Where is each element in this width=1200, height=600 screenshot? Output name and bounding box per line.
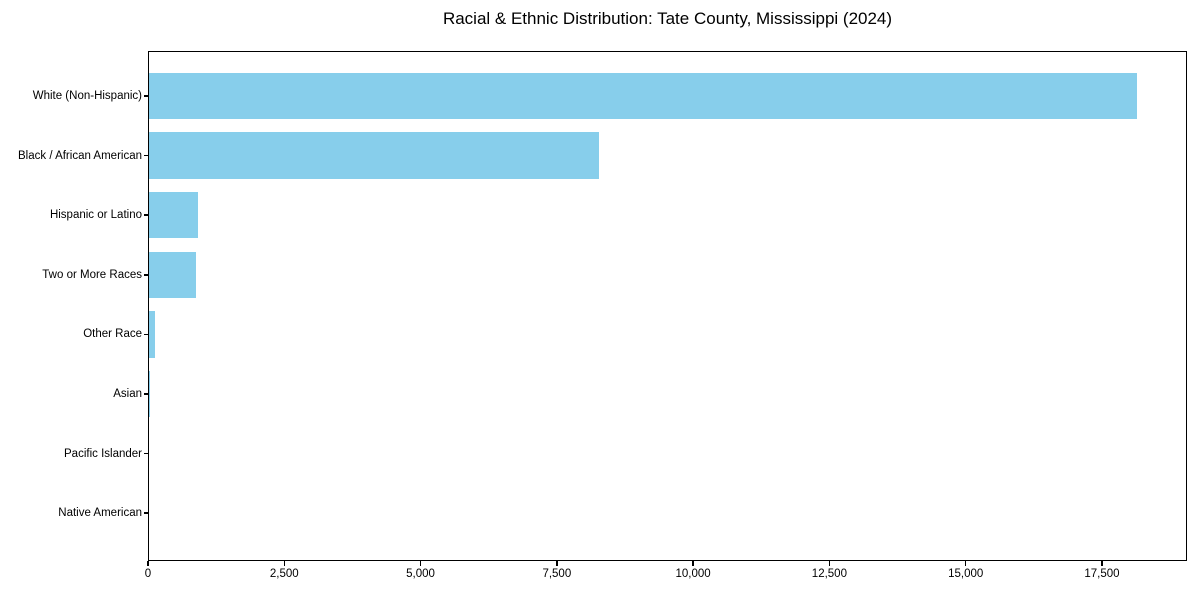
y-tick-mark <box>143 154 148 157</box>
bar-white-non-hispanic- <box>148 72 1138 120</box>
y-tick-label: Asian <box>113 388 142 400</box>
x-tick-mark <box>692 561 694 566</box>
x-tick-label: 12,500 <box>811 568 847 580</box>
y-tick-label: Hispanic or Latino <box>49 209 142 222</box>
y-tick-label: White (Non-Hispanic) <box>32 90 142 102</box>
y-tick-mark <box>143 393 148 395</box>
x-tick-label: 15,000 <box>948 568 984 580</box>
y-tick-label: Black / African American <box>18 149 142 162</box>
y-tick-mark <box>143 95 148 97</box>
bar-black-african-american <box>148 132 599 179</box>
x-tick-label: 0 <box>144 568 152 580</box>
x-tick-mark <box>964 561 967 566</box>
y-tick-mark <box>143 333 148 336</box>
bar-asian <box>148 370 150 418</box>
x-tick-mark <box>147 561 149 566</box>
chart-title: Racial & Ethnic Distribution: Tate Count… <box>442 9 893 28</box>
y-tick-mark <box>143 214 148 216</box>
x-tick-label: 5,000 <box>406 568 435 580</box>
bar-two-or-more-races <box>148 251 196 299</box>
x-tick-label: 17,500 <box>1084 568 1120 580</box>
y-tick-mark <box>143 274 148 276</box>
y-tick-mark <box>143 512 148 514</box>
x-tick-label: 10,000 <box>675 568 711 580</box>
bar-other-race <box>148 311 156 358</box>
x-tick-mark <box>828 561 831 566</box>
x-tick-mark <box>1101 561 1103 566</box>
x-tick-mark <box>283 561 286 566</box>
y-tick-label: Native American <box>58 507 142 520</box>
y-tick-label: Pacific Islander <box>64 447 142 460</box>
bar-pacific-islander <box>148 430 149 477</box>
y-tick-mark <box>143 452 148 455</box>
y-tick-label: Two or More Races <box>42 268 142 281</box>
x-tick-mark <box>419 561 422 566</box>
bar-hispanic-or-latino <box>148 191 199 239</box>
x-tick-label: 7,500 <box>542 568 572 580</box>
y-tick-label: Other Race <box>83 328 142 341</box>
x-tick-label: 2,500 <box>269 568 299 580</box>
plot-area <box>148 51 1187 561</box>
x-tick-mark <box>556 561 558 566</box>
